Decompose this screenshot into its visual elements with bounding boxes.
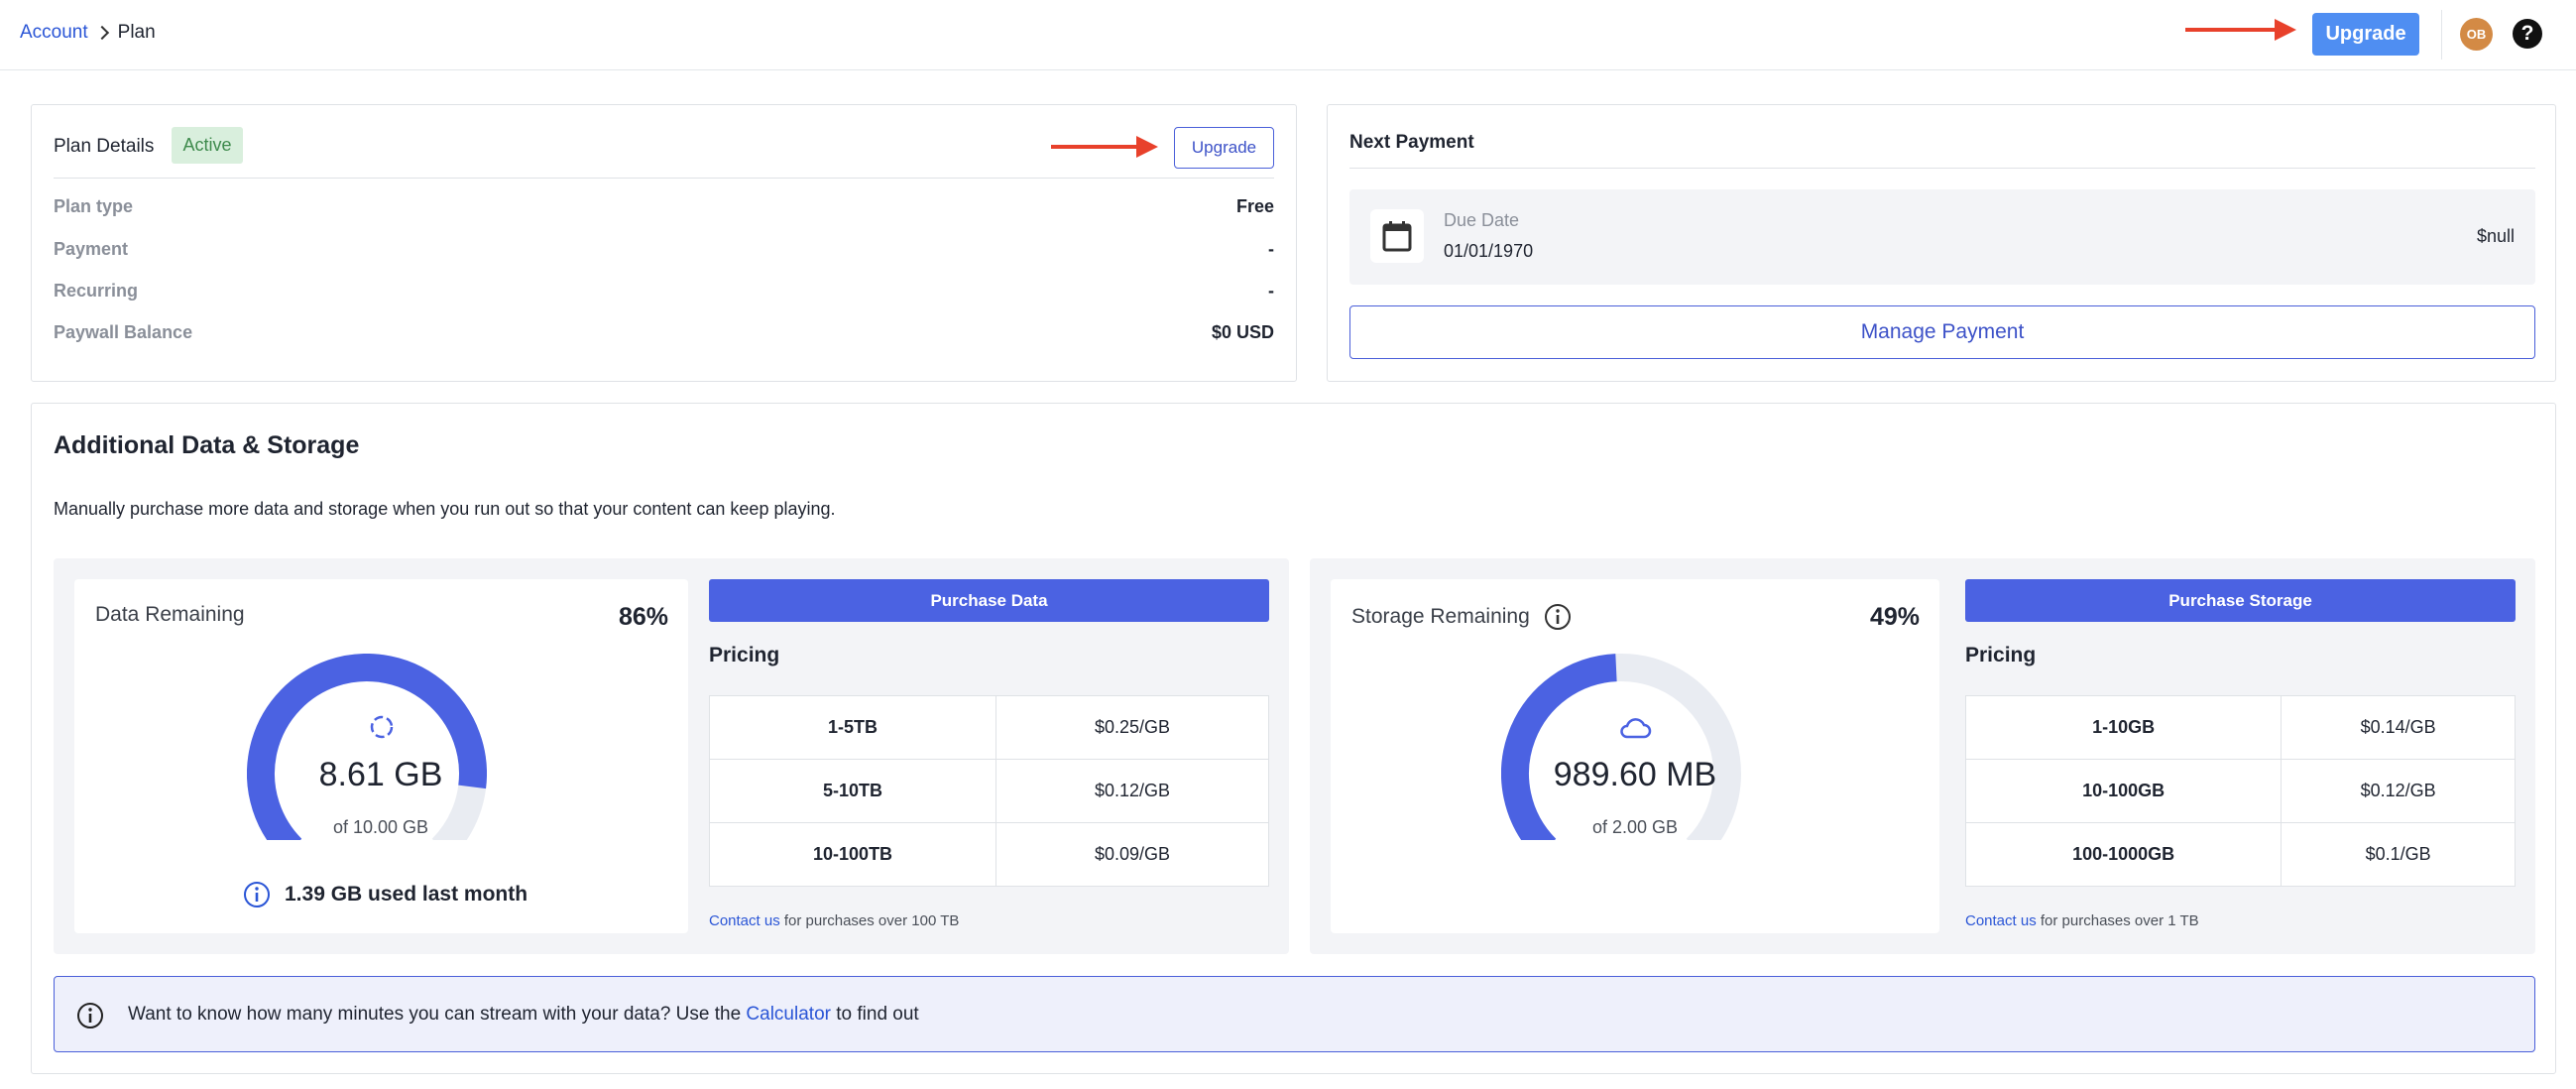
table-row: 1-10GB $0.14/GB	[1964, 695, 2516, 760]
table-row: 5-10TB $0.12/GB	[708, 759, 1269, 823]
data-remaining-title: Data Remaining	[95, 603, 245, 626]
header-upgrade-button[interactable]: Upgrade	[2312, 13, 2419, 56]
pricing-price: $0.12/GB	[2281, 759, 2516, 823]
calculator-link[interactable]: Calculator	[746, 1004, 831, 1025]
table-row: 100-1000GB $0.1/GB	[1964, 822, 2516, 887]
status-badge: Active	[172, 127, 243, 164]
gauge-fill	[247, 654, 487, 840]
storage-remaining-heading: Storage Remaining	[1351, 603, 1572, 631]
data-remaining-percent: 86%	[618, 603, 668, 631]
manage-payment-button[interactable]: Manage Payment	[1349, 305, 2535, 359]
data-remaining-card: Data Remaining 86% 8.61 GB of 10.00 GB 1…	[74, 579, 688, 933]
pricing-price: $0.12/GB	[995, 759, 1269, 823]
contact-us-link[interactable]: Contact us	[1965, 912, 2037, 929]
plan-row-label: Paywall Balance	[54, 322, 193, 342]
header-divider	[2441, 10, 2442, 60]
cloud-icon	[1620, 718, 1652, 739]
breadcrumb-current: Plan	[117, 22, 156, 43]
plan-row-label: Recurring	[54, 281, 139, 301]
info-text-before: Want to know how many minutes you can st…	[128, 1004, 747, 1025]
pricing-tier: 100-1000GB	[1964, 822, 2283, 887]
calendar-icon	[1370, 209, 1424, 263]
due-date-box: Due Date 01/01/1970 $null	[1349, 189, 2535, 285]
top-header: Account Plan Upgrade OB ?	[0, 0, 2576, 70]
pricing-price: $0.25/GB	[995, 695, 1269, 760]
pricing-tier: 10-100TB	[708, 822, 997, 887]
due-date-value: 01/01/1970	[1444, 241, 1534, 261]
used-last-month-text: 1.39 GB used last month	[285, 883, 528, 906]
storage-contact-line: Contact us for purchases over 1 TB	[1965, 912, 2199, 929]
data-pricing-title: Pricing	[709, 644, 780, 666]
due-date-label: Due Date	[1444, 210, 1520, 230]
plan-row-paywall-balance: Paywall Balance $0 USD	[54, 322, 1274, 346]
pricing-tier: 10-100GB	[1964, 759, 2283, 823]
plan-row-payment: Payment -	[54, 239, 1274, 263]
pricing-price: $0.14/GB	[2281, 695, 2516, 760]
plan-row-type: Plan type Free	[54, 196, 1274, 220]
divider	[1349, 168, 2535, 169]
plan-row-label: Plan type	[54, 196, 134, 216]
arrow-icon	[2185, 19, 2296, 41]
plan-row-recurring: Recurring -	[54, 281, 1274, 304]
info-text-after: to find out	[830, 1004, 919, 1025]
breadcrumb: Account Plan	[20, 22, 156, 44]
data-panel: Data Remaining 86% 8.61 GB of 10.00 GB 1…	[54, 558, 1289, 954]
table-row: 1-5TB $0.25/GB	[708, 695, 1269, 760]
table-row: 10-100GB $0.12/GB	[1964, 759, 2516, 823]
next-payment-card: Next Payment Due Date 01/01/1970 $null M…	[1327, 104, 2556, 382]
section-title: Additional Data & Storage	[54, 431, 360, 459]
pricing-price: $0.09/GB	[995, 822, 1269, 887]
due-amount: $null	[2476, 226, 2515, 246]
chevron-right-icon	[88, 23, 118, 43]
storage-remaining-of: of 2.00 GB	[1591, 817, 1679, 837]
divider	[54, 178, 1274, 179]
contact-us-link[interactable]: Contact us	[709, 912, 780, 929]
storage-gauge	[1501, 654, 1741, 840]
contact-text: for purchases over 100 TB	[779, 912, 960, 929]
table-row: 10-100TB $0.09/GB	[708, 822, 1269, 887]
info-icon[interactable]	[1544, 603, 1572, 631]
storage-remaining-card: Storage Remaining 49% 989.60 MB of 2.00 …	[1331, 579, 1939, 933]
plan-upgrade-button[interactable]: Upgrade	[1174, 127, 1274, 169]
info-icon	[244, 882, 270, 908]
storage-remaining-percent: 49%	[1869, 603, 1920, 631]
gauge-fill	[1501, 654, 1617, 840]
calculator-info-bar: Want to know how many minutes you can st…	[54, 976, 2535, 1052]
data-remaining-of: of 10.00 GB	[332, 817, 429, 837]
data-gauge	[247, 654, 487, 840]
additional-data-storage-card: Additional Data & Storage Manually purch…	[31, 403, 2556, 1074]
storage-pricing-table: 1-10GB $0.14/GB 10-100GB $0.12/GB 100-10…	[1964, 695, 2516, 887]
calculator-info-text: Want to know how many minutes you can st…	[128, 1004, 919, 1026]
storage-pricing-title: Pricing	[1965, 644, 2037, 666]
help-icon[interactable]: ?	[2513, 19, 2542, 49]
plan-row-value: -	[1268, 281, 1274, 301]
breadcrumb-account-link[interactable]: Account	[20, 22, 88, 43]
pricing-price: $0.1/GB	[2281, 822, 2516, 887]
used-last-month: 1.39 GB used last month	[243, 881, 527, 908]
avatar[interactable]: OB	[2460, 18, 2493, 51]
section-description: Manually purchase more data and storage …	[54, 499, 836, 519]
plan-details-card: Plan Details Active Upgrade Plan type Fr…	[31, 104, 1297, 382]
data-pricing-table: 1-5TB $0.25/GB 5-10TB $0.12/GB 10-100TB …	[708, 695, 1269, 887]
plan-row-value: Free	[1235, 196, 1274, 216]
plan-row-value: $0 USD	[1211, 322, 1274, 342]
pricing-tier: 1-5TB	[708, 695, 997, 760]
contact-text: for purchases over 1 TB	[2036, 912, 2199, 929]
arrow-icon	[1051, 136, 1158, 158]
storage-remaining-value: 989.60 MB	[1553, 756, 1717, 793]
plan-row-label: Payment	[54, 239, 129, 259]
data-contact-line: Contact us for purchases over 100 TB	[709, 912, 959, 929]
next-payment-title: Next Payment	[1349, 132, 1474, 153]
pricing-tier: 1-10GB	[1964, 695, 2283, 760]
plan-row-value: -	[1268, 239, 1274, 259]
loading-icon	[370, 715, 394, 739]
purchase-data-button[interactable]: Purchase Data	[709, 579, 1269, 622]
data-remaining-value: 8.61 GB	[318, 756, 443, 793]
info-icon	[76, 1002, 104, 1034]
pricing-tier: 5-10TB	[708, 759, 997, 823]
plan-details-title: Plan Details	[54, 136, 155, 157]
storage-panel: Storage Remaining 49% 989.60 MB of 2.00 …	[1310, 558, 2535, 954]
storage-remaining-title: Storage Remaining	[1351, 605, 1530, 628]
purchase-storage-button[interactable]: Purchase Storage	[1965, 579, 2516, 622]
